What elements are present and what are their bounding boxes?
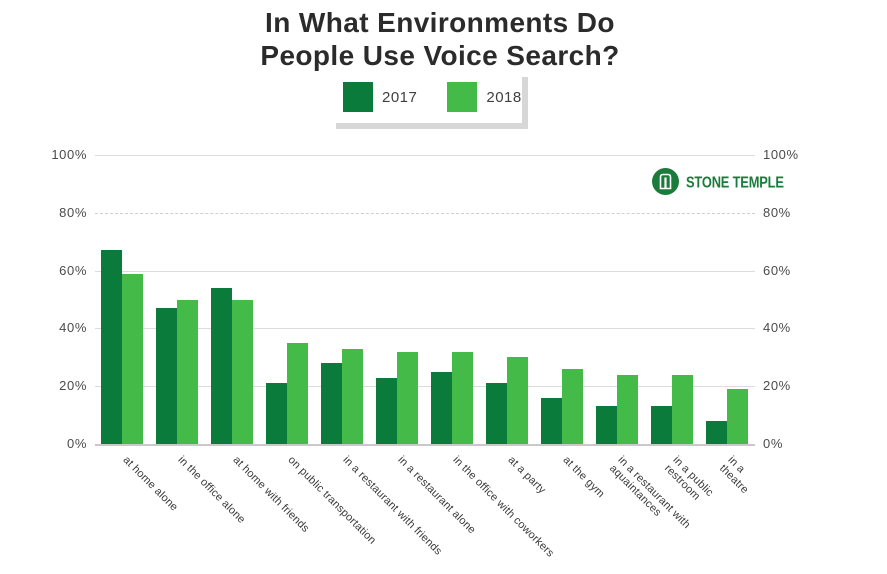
y-axis-label-right-20%: 20% bbox=[763, 378, 791, 394]
gridline-0% bbox=[95, 444, 755, 446]
bar-2018-on-public-transportation bbox=[287, 342, 308, 444]
legend-swatch-2018 bbox=[447, 82, 478, 112]
stone-temple-logo: STONE TEMPLE bbox=[652, 168, 792, 195]
y-axis-label-left-0%: 0% bbox=[67, 436, 87, 451]
legend-item-2017: 2017 bbox=[343, 82, 417, 112]
x-axis-label-at-home-alone: at home alone bbox=[120, 454, 181, 514]
bar-2018-at-home-alone bbox=[122, 273, 143, 444]
y-axis-label-left-80%: 80% bbox=[59, 204, 87, 220]
gridline-40% bbox=[95, 328, 755, 330]
bar-2018-at-home-with-friends bbox=[232, 299, 253, 444]
bar-2017-at-a-party bbox=[486, 383, 507, 444]
bar-2017-at-home-with-friends bbox=[211, 287, 232, 444]
bar-2017-at-home-alone bbox=[101, 250, 122, 444]
x-axis-label-at-a-party: at a party bbox=[505, 454, 548, 497]
stone-temple-icon bbox=[652, 168, 679, 195]
bar-2017-in-a-restaurant-with-friends bbox=[321, 363, 342, 444]
chart-legend: 2017 2018 bbox=[330, 71, 522, 123]
x-axis-label-at-the-gym: at the gym bbox=[560, 454, 607, 501]
x-axis-label-on-public-transportation: on public transportation bbox=[285, 454, 379, 547]
stone-temple-wordmark: STONE TEMPLE bbox=[686, 172, 784, 191]
y-axis-label-right-60%: 60% bbox=[763, 262, 791, 278]
x-axis-label-in-a-restaurant-with-friends: in a restaurant with friends bbox=[340, 454, 445, 558]
x-axis-label-in-a-theatre: in a theatre bbox=[717, 454, 751, 497]
y-axis-label-left-20%: 20% bbox=[59, 378, 87, 394]
y-axis-label-left-100%: 100% bbox=[51, 147, 87, 162]
bar-2018-in-the-office-with-coworkers bbox=[452, 351, 473, 444]
bar-2018-in-a-restaurant-alone bbox=[397, 351, 418, 444]
y-axis-label-right-80%: 80% bbox=[763, 204, 791, 220]
legend-swatch-2017 bbox=[343, 82, 373, 112]
bar-2017-in-the-office-with-coworkers bbox=[431, 371, 452, 444]
page-title-line1: In What Environments Do bbox=[265, 7, 615, 38]
bar-2018-in-a-restaurant-with-aquaintances bbox=[617, 374, 638, 444]
bar-2018-at-a-party bbox=[507, 357, 528, 444]
bar-2017-in-a-restaurant-alone bbox=[376, 377, 397, 444]
bar-2017-in-a-public-restroom bbox=[651, 406, 672, 444]
bar-2018-in-a-restaurant-with-friends bbox=[342, 348, 363, 444]
bar-2017-on-public-transportation bbox=[266, 383, 287, 444]
chart-plot-area: 100% 100% 80% 80% 60% 60% 40% 40% 20% 20% 0% 0% at h… bbox=[51, 147, 798, 560]
legend-label-2018: 2018 bbox=[486, 88, 522, 106]
gridline-100% bbox=[95, 155, 755, 156]
page-title: In What Environments Do People Use Voice… bbox=[0, 6, 880, 72]
legend-label-2017: 2017 bbox=[382, 88, 418, 106]
y-axis-label-left-40%: 40% bbox=[59, 320, 87, 336]
y-axis-label-right-100%: 100% bbox=[763, 147, 799, 162]
page-title-line2: People Use Voice Search? bbox=[260, 40, 620, 72]
bar-2018-in-the-office-alone bbox=[177, 299, 198, 444]
y-axis-label-right-40%: 40% bbox=[763, 320, 791, 336]
bar-2018-in-a-public-restroom bbox=[672, 374, 693, 444]
gridline-80% bbox=[95, 212, 755, 214]
gridline-60% bbox=[95, 270, 755, 272]
bar-2018-in-a-theatre bbox=[727, 389, 748, 444]
bar-2017-in-a-restaurant-with-aquaintances bbox=[596, 406, 617, 444]
x-axis-label-in-the-office-with-coworkers: in the office with coworkers bbox=[450, 454, 557, 560]
y-axis-label-right-0%: 0% bbox=[763, 436, 783, 451]
y-axis-label-left-60%: 60% bbox=[59, 262, 87, 278]
bar-2017-in-the-office-alone bbox=[156, 308, 177, 444]
gridline-20% bbox=[95, 386, 755, 388]
legend-item-2018: 2018 bbox=[447, 82, 521, 112]
bar-2017-at-the-gym bbox=[541, 397, 562, 444]
bar-2018-at-the-gym bbox=[562, 368, 583, 444]
bar-2017-in-a-theatre bbox=[706, 420, 727, 444]
